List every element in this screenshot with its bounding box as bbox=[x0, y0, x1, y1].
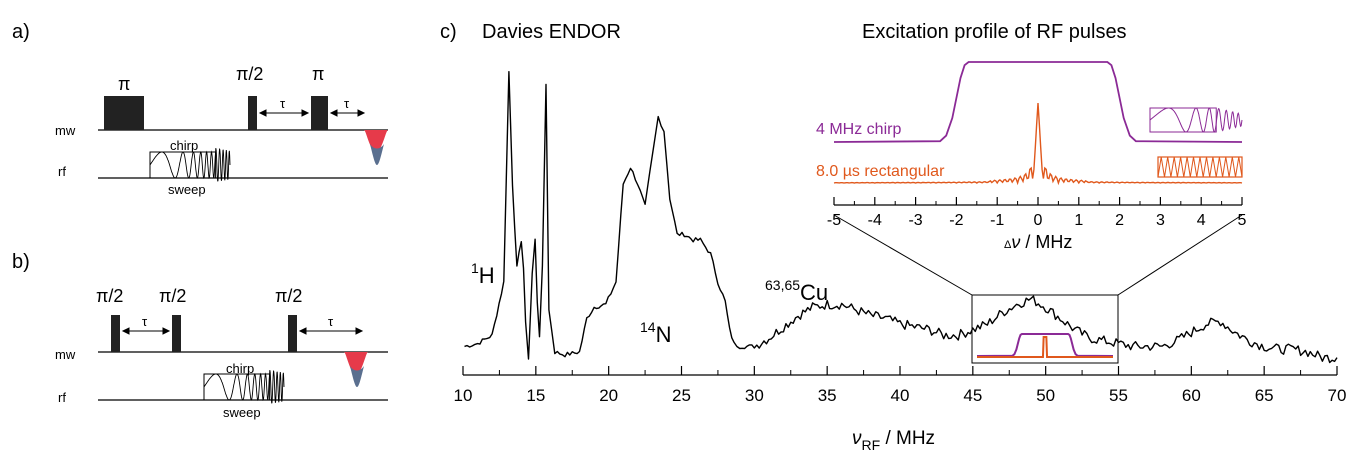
inset-x-tick-label: 3 bbox=[1156, 212, 1165, 229]
pi-half-pulse bbox=[172, 315, 181, 352]
zoom-connector bbox=[1117, 214, 1243, 296]
pulse-label: π/2 bbox=[96, 286, 123, 306]
inset-x-tick-label: -1 bbox=[990, 212, 1004, 229]
panel-a-label: a) bbox=[12, 21, 30, 43]
cu-peak-label: 63,65Cu bbox=[765, 277, 828, 305]
inset-x-tick-label: 4 bbox=[1197, 212, 1206, 229]
tau-label: τ bbox=[142, 314, 148, 329]
chirp-waveform bbox=[203, 369, 285, 404]
x-tick-label: 25 bbox=[672, 386, 691, 405]
pi-pulse bbox=[104, 96, 144, 130]
chirp-pulse bbox=[149, 147, 231, 182]
x-tick-label: 10 bbox=[454, 386, 473, 405]
endor-spectrum-line bbox=[464, 71, 1338, 364]
inset-title: Excitation profile of RF pulses bbox=[862, 21, 1127, 43]
tau-label: τ bbox=[280, 96, 286, 111]
x-tick-label: 70 bbox=[1328, 386, 1347, 405]
pulse-label: π bbox=[118, 74, 130, 94]
pi-pulse bbox=[311, 96, 328, 130]
pi-half-pulse bbox=[288, 315, 297, 352]
inset-x-tick-label: -5 bbox=[827, 212, 841, 229]
n-peak-label: 14N bbox=[640, 319, 671, 347]
sweep-label: sweep bbox=[223, 405, 261, 420]
inset-x-tick-label: -4 bbox=[868, 212, 882, 229]
x-tick-label: 65 bbox=[1255, 386, 1274, 405]
mini-rect-profile bbox=[977, 336, 1113, 358]
pi-half-pulse bbox=[248, 96, 257, 130]
inset-x-axis-label: Δν / MHz bbox=[1004, 232, 1072, 252]
pulse-label: π/2 bbox=[159, 286, 186, 306]
x-tick-label: 45 bbox=[963, 386, 982, 405]
x-tick-label: 50 bbox=[1036, 386, 1055, 405]
tau-arrows bbox=[121, 327, 364, 335]
rect-icon-wave bbox=[1157, 156, 1243, 178]
sweep-label: sweep bbox=[168, 182, 206, 197]
x-tick-label: 35 bbox=[818, 386, 837, 405]
chirp-pulse bbox=[203, 369, 285, 404]
mw-channel-label: mw bbox=[55, 123, 76, 138]
inset-x-tick-label: -2 bbox=[949, 212, 963, 229]
echo-signal bbox=[364, 130, 388, 154]
x-tick-label: 60 bbox=[1182, 386, 1201, 405]
panel-c-label: c) bbox=[440, 21, 457, 43]
h-peak-label: 1H bbox=[471, 260, 495, 288]
echo-signal-shadow bbox=[350, 366, 364, 387]
chirp-label: chirp bbox=[170, 138, 198, 153]
inset-x-axis: -5 -4 -3 -2 -1 0 1 2 3 4 5 bbox=[827, 197, 1247, 229]
legend-rect: 8.0 µs rectangular bbox=[816, 163, 945, 180]
chirp-icon-wave bbox=[1149, 107, 1243, 133]
panel-c: c) Davies ENDOR 10 15 20 25 30 35 40 45 50 55 60 65… bbox=[440, 21, 1346, 453]
inset-x-tick-label: 2 bbox=[1115, 212, 1124, 229]
inset-x-tick-label: 5 bbox=[1238, 212, 1247, 229]
x-tick-label: 30 bbox=[745, 386, 764, 405]
chirp-waveform-icon bbox=[1149, 107, 1243, 133]
mini-chirp-profile bbox=[976, 333, 1114, 357]
chirp-profile-line bbox=[833, 61, 1243, 143]
x-tick-label: 20 bbox=[599, 386, 618, 405]
chirp-label: chirp bbox=[226, 361, 254, 376]
rect-waveform-icon bbox=[1157, 156, 1243, 178]
tau-label: τ bbox=[344, 96, 350, 111]
mw-channel-label: mw bbox=[55, 347, 76, 362]
tau-label: τ bbox=[328, 314, 334, 329]
x-axis-label: νRF / MHz bbox=[852, 428, 935, 453]
pulse-label: π/2 bbox=[236, 64, 263, 84]
legend-chirp: 4 MHz chirp bbox=[816, 121, 901, 138]
echo-signal-shadow bbox=[370, 144, 384, 165]
panel-b-label: b) bbox=[12, 251, 30, 273]
x-tick-label: 40 bbox=[891, 386, 910, 405]
x-axis: 10 15 20 25 30 35 40 45 50 55 60 65 70 bbox=[454, 366, 1347, 405]
chirp-waveform bbox=[149, 147, 231, 182]
x-tick-label: 55 bbox=[1109, 386, 1128, 405]
panel-b: b) mw rf π/2 π/2 π/2 τ τ chirp sweep bbox=[12, 251, 388, 420]
zoom-box bbox=[971, 294, 1119, 364]
panel-a: a) mw rf π π/2 π τ τ chirp sweep bbox=[12, 21, 388, 197]
chart-title: Davies ENDOR bbox=[482, 21, 621, 43]
echo-signal bbox=[344, 352, 368, 377]
inset-x-tick-label: -3 bbox=[908, 212, 922, 229]
inset-excitation-profile: Excitation profile of RF pulses 4 MHz ch… bbox=[816, 21, 1247, 252]
pulse-label: π/2 bbox=[275, 286, 302, 306]
rf-channel-label: rf bbox=[58, 390, 66, 405]
rect-profile-line bbox=[833, 102, 1243, 186]
x-tick-label: 15 bbox=[526, 386, 545, 405]
rf-channel-label: rf bbox=[58, 164, 66, 179]
pulse-label: π bbox=[312, 64, 324, 84]
inset-x-tick-label: 0 bbox=[1034, 212, 1043, 229]
zoom-connector bbox=[833, 214, 973, 296]
pi-half-pulse bbox=[111, 315, 120, 352]
inset-x-tick-label: 1 bbox=[1074, 212, 1083, 229]
tau-arrows bbox=[258, 109, 366, 117]
